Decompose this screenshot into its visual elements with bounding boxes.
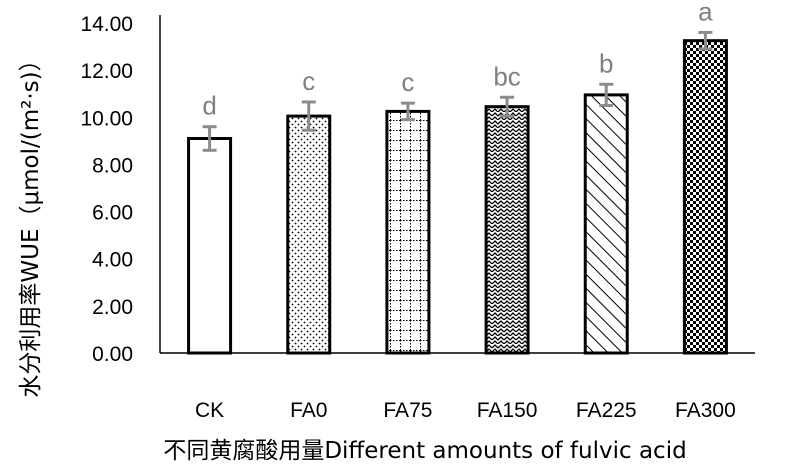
significance-label: d <box>202 91 216 121</box>
x-tick-label: CK <box>195 399 224 422</box>
y-tick-label: 2.00 <box>92 296 133 319</box>
bar-fa0 <box>286 114 332 355</box>
bar-fa150 <box>484 105 530 355</box>
significance-label: c <box>401 67 414 97</box>
x-axis-title: 不同黄腐酸用量Different amounts of fulvic acid <box>163 438 686 464</box>
bar-fa225 <box>583 93 629 355</box>
y-tick-label: 0.00 <box>92 343 133 366</box>
x-tick-label: FA75 <box>383 399 432 422</box>
y-tick-label: 8.00 <box>92 154 133 177</box>
significance-label: a <box>698 0 713 26</box>
bar-ck <box>187 137 233 355</box>
x-tick-label: FA150 <box>477 399 538 422</box>
significance-label: c <box>302 66 315 96</box>
bar-fa300 <box>682 39 728 355</box>
bar-fa75 <box>385 109 431 355</box>
y-axis-title: 水分利用率WUE（μmol/(m²·s)） <box>18 48 44 397</box>
y-tick-label: 10.00 <box>80 107 133 130</box>
x-tick-label: FA300 <box>675 399 736 422</box>
y-tick-label: 6.00 <box>92 202 133 225</box>
x-tick-label: FA0 <box>290 399 327 422</box>
y-tick-label: 4.00 <box>92 249 133 272</box>
y-tick-label: 12.00 <box>80 60 133 83</box>
x-tick-label: FA225 <box>576 399 637 422</box>
plot-area: 0.00 2.00 4.00 6.00 8.00 10.00 12.00 14.00 d CK c F… <box>80 0 755 422</box>
y-tick-label: 14.00 <box>80 13 133 36</box>
significance-label: b <box>599 48 613 78</box>
significance-label: bc <box>493 61 520 91</box>
